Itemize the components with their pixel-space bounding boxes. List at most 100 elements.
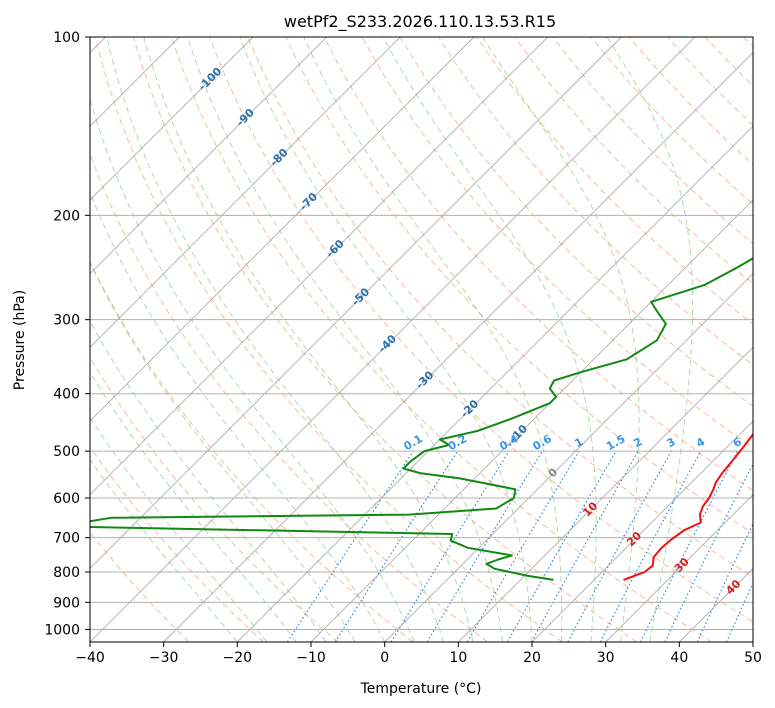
dry-adiabat-line <box>743 37 753 48</box>
mixing-ratio-label: 0.6 <box>530 432 554 453</box>
moist-adiabat-line <box>90 190 386 642</box>
mixing-ratio-line <box>426 450 543 642</box>
x-tick-label: 30 <box>597 650 615 666</box>
isotherm-label: 0 <box>546 465 561 480</box>
isotherm-line <box>90 37 548 496</box>
mixing-ratio-line <box>696 522 753 642</box>
mixing-ratio-line <box>640 450 739 642</box>
x-tick-label: −10 <box>296 650 326 666</box>
mixing-ratio-label: 8 <box>753 435 766 450</box>
dewpoint-line <box>90 257 753 581</box>
isotherm-label: -60 <box>324 237 347 260</box>
isotherms <box>90 37 753 642</box>
y-tick-label: 700 <box>53 531 80 547</box>
temperature-line <box>623 432 753 581</box>
moist-adiabat-line <box>90 97 415 642</box>
x-tick-label: −20 <box>223 650 253 666</box>
isotherm-line <box>458 346 753 642</box>
moist-adiabat-line <box>143 37 474 642</box>
mixing-ratio-line <box>334 450 459 642</box>
isotherm-label: -40 <box>376 332 399 355</box>
dry-adiabat-line <box>666 37 753 126</box>
chart-title: wetPf2_S233.2026.110.13.53.R15 <box>284 12 556 32</box>
dry-adiabat-line <box>90 446 264 642</box>
mixing-ratio-label: 0.1 <box>402 432 425 453</box>
dry-adiabat-line <box>590 37 753 205</box>
isotherm-line <box>90 37 696 642</box>
x-tick-label: 0 <box>380 650 389 666</box>
dry-adiabat-line <box>132 37 638 642</box>
dry-adiabat-line <box>247 37 753 578</box>
profile-lines <box>90 257 753 581</box>
dry-adiabat-line <box>90 356 339 642</box>
isotherm-label: -70 <box>297 190 320 213</box>
y-tick-label: 600 <box>53 491 80 507</box>
isotherm-line <box>90 37 475 422</box>
mixing-ratio-lines <box>286 450 753 642</box>
isotherm-line <box>237 125 753 642</box>
y-tick-label: 100 <box>53 30 80 46</box>
moist-adiabats <box>90 37 694 642</box>
isotherm-line <box>310 199 753 642</box>
isotherm-label: -80 <box>267 146 290 169</box>
moist-adiabat-line <box>90 458 238 642</box>
dry-adiabat-line <box>552 37 753 245</box>
moist-adiabat-line <box>106 37 445 642</box>
dry-adiabat-line <box>285 37 753 535</box>
mixing-ratio-line <box>506 450 617 642</box>
y-axis-ticks: 100 200 300 400 500 600 700 800 900 1000 <box>44 30 90 638</box>
y-axis-label: Pressure (hPa) <box>12 290 28 390</box>
isotherm-line <box>90 37 622 569</box>
dry-adiabat-line <box>209 37 753 623</box>
moist-adiabat-line <box>90 261 356 642</box>
mixing-ratio-line <box>664 462 753 642</box>
plot-frame <box>89 36 754 643</box>
mixing-ratio-label: 2 <box>631 435 644 450</box>
isotherm-line <box>752 641 753 642</box>
mixing-ratio-line <box>390 450 510 642</box>
dry-adiabats <box>90 37 753 642</box>
x-tick-label: 50 <box>744 650 762 666</box>
isotherm-label: -100 <box>196 65 225 94</box>
moist-adiabat-line <box>239 37 533 642</box>
isotherm-label: -50 <box>349 285 372 308</box>
y-tick-label: 400 <box>53 387 80 403</box>
mixing-ratio-line <box>725 581 753 642</box>
mixing-ratio-labels: 0.10.20.40.611.52346810131620253036 <box>402 432 766 453</box>
dry-adiabat-line <box>171 37 712 642</box>
y-tick-label: 800 <box>53 565 80 581</box>
x-tick-label: −30 <box>149 650 179 666</box>
moist-adiabat-line <box>90 416 268 642</box>
y-tick-label: 300 <box>53 313 80 329</box>
moist-adiabat-line <box>382 37 597 642</box>
dry-adiabat-line <box>90 531 190 642</box>
mixing-ratio-label: 4 <box>694 435 707 450</box>
dry-adiabat-line <box>90 152 488 642</box>
isotherm-label: 10 <box>580 499 600 519</box>
dry-adiabat-line <box>323 37 753 491</box>
y-tick-label: 200 <box>53 208 80 224</box>
isotherm-line <box>531 420 753 642</box>
pressure-gridlines <box>90 37 753 630</box>
mixing-ratio-line <box>751 639 753 642</box>
moist-adiabat-line <box>90 370 297 642</box>
x-tick-label: 20 <box>523 650 541 666</box>
x-tick-label: 40 <box>670 650 688 666</box>
mixing-ratio-label: 0.2 <box>446 432 469 453</box>
mixing-ratio-line <box>567 450 672 642</box>
isotherm-line <box>90 37 401 348</box>
moist-adiabat-line <box>606 37 694 642</box>
dry-adiabat-line <box>514 37 753 285</box>
moist-adiabat-line <box>187 37 503 642</box>
x-axis-label: Temperature (°C) <box>360 681 482 697</box>
isotherm-label: -30 <box>413 368 436 391</box>
isotherm-label: -90 <box>234 106 257 129</box>
dry-adiabat-line <box>94 37 563 642</box>
isotherm-line <box>605 494 753 642</box>
dry-adiabat-line <box>90 260 414 642</box>
y-tick-label: 900 <box>53 595 80 611</box>
mixing-ratio-line <box>531 450 639 642</box>
isotherm-line <box>90 37 254 201</box>
mixing-ratio-line <box>599 450 702 642</box>
